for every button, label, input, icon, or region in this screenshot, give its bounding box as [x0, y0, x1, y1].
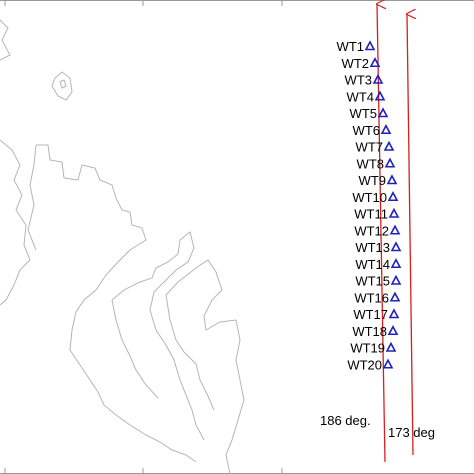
- turbine-marker: [384, 157, 396, 168]
- turbine-label: WT9: [359, 173, 386, 188]
- arrow-label: 186 deg.: [320, 413, 371, 428]
- turbine-label: WT20: [347, 357, 382, 372]
- turbine-label: WT12: [354, 223, 389, 238]
- turbine-label: WT17: [353, 307, 388, 322]
- arrow-label: 173 deg: [388, 425, 435, 440]
- turbine-marker: [377, 107, 389, 118]
- turbine-marker: [382, 358, 394, 369]
- turbine-marker: [369, 57, 381, 68]
- turbine-label: WT5: [350, 106, 377, 121]
- turbine-label: WT13: [355, 240, 390, 255]
- turbine-label: WT8: [357, 156, 384, 171]
- turbine-label: WT4: [347, 89, 374, 104]
- turbine-marker: [385, 341, 397, 352]
- turbine-marker: [388, 207, 400, 218]
- turbine-marker: [388, 308, 400, 319]
- turbine-marker: [387, 191, 399, 202]
- turbine-marker: [390, 258, 402, 269]
- turbine-label: WT11: [354, 207, 388, 222]
- turbine-marker: [383, 140, 395, 151]
- wind-arrows: 186 deg. 173 deg: [320, 4, 435, 463]
- turbine-label: WT2: [342, 56, 369, 71]
- turbine-marker: [387, 325, 399, 336]
- turbine-label: WT15: [355, 274, 390, 289]
- turbine-marker: [364, 40, 376, 51]
- turbine-label: WT1: [337, 39, 364, 54]
- turbine-label: WT3: [345, 73, 372, 88]
- turbine-marker: [372, 73, 384, 84]
- turbine-marker: [389, 291, 401, 302]
- turbine-marker: [389, 224, 401, 235]
- turbine-label: WT14: [355, 257, 390, 272]
- turbine-label: WT19: [350, 341, 385, 356]
- turbine-marker: [390, 274, 402, 285]
- turbine-marker: [386, 174, 398, 185]
- turbine-label: WT7: [356, 140, 383, 155]
- turbine-label: WT18: [352, 324, 387, 339]
- turbine-label: WT6: [353, 123, 380, 138]
- wind-arrow: [377, 4, 385, 463]
- turbine-label: WT10: [352, 190, 387, 205]
- wind-arrow: [407, 14, 413, 456]
- turbine-label: WT16: [354, 290, 389, 305]
- coastline: [0, 19, 245, 474]
- turbine-marker: [374, 90, 386, 101]
- turbine-marker: [380, 124, 392, 135]
- turbine-marker: [390, 241, 402, 252]
